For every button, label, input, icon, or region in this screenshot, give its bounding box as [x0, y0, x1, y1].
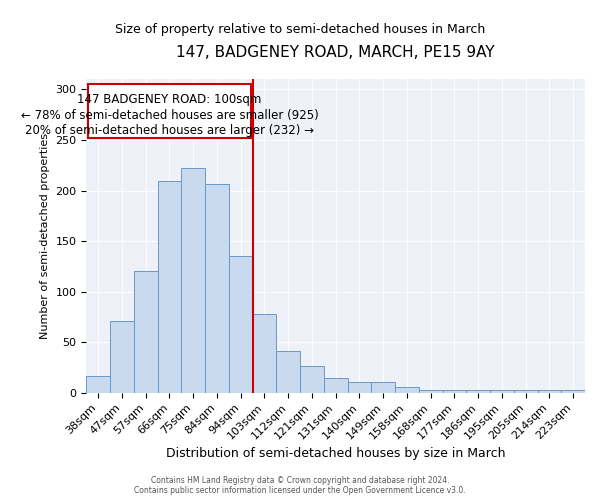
Text: Contains HM Land Registry data © Crown copyright and database right 2024.
Contai: Contains HM Land Registry data © Crown c… [134, 476, 466, 495]
Bar [86, 376, 110, 393]
Bar [277, 352, 300, 393]
Bar [561, 390, 585, 393]
Bar [347, 382, 371, 393]
Bar [110, 321, 134, 393]
Bar [514, 390, 538, 393]
Text: ← 78% of semi-detached houses are smaller (925): ← 78% of semi-detached houses are smalle… [20, 108, 319, 122]
Bar [419, 390, 443, 393]
Bar [443, 390, 466, 393]
Bar [181, 168, 205, 393]
Bar [466, 390, 490, 393]
Text: 20% of semi-detached houses are larger (232) →: 20% of semi-detached houses are larger (… [25, 124, 314, 136]
Y-axis label: Number of semi-detached properties: Number of semi-detached properties [40, 133, 50, 339]
Bar [229, 256, 253, 393]
Title: 147, BADGENEY ROAD, MARCH, PE15 9AY: 147, BADGENEY ROAD, MARCH, PE15 9AY [176, 45, 495, 60]
Bar [300, 366, 324, 393]
Bar [490, 390, 514, 393]
Bar [395, 387, 419, 393]
Bar [538, 390, 561, 393]
Text: 147 BADGENEY ROAD: 100sqm: 147 BADGENEY ROAD: 100sqm [77, 94, 262, 106]
Bar [134, 272, 158, 393]
FancyBboxPatch shape [88, 84, 251, 138]
X-axis label: Distribution of semi-detached houses by size in March: Distribution of semi-detached houses by … [166, 447, 505, 460]
Bar [371, 382, 395, 393]
Bar [253, 314, 277, 393]
Bar [158, 182, 181, 393]
Bar [324, 378, 347, 393]
Bar [205, 184, 229, 393]
Text: Size of property relative to semi-detached houses in March: Size of property relative to semi-detach… [115, 22, 485, 36]
